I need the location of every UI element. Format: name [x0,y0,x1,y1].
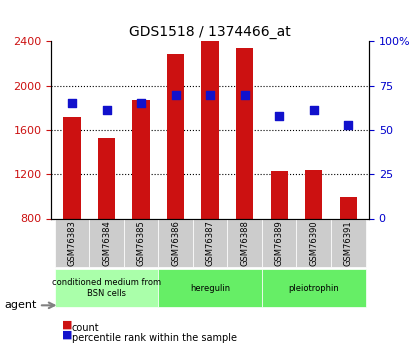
FancyBboxPatch shape [54,269,158,307]
Text: count: count [72,323,99,333]
Text: ■: ■ [61,330,72,340]
Point [344,122,351,127]
Bar [270,171,287,218]
FancyBboxPatch shape [261,218,296,267]
FancyBboxPatch shape [124,218,158,267]
Bar [63,117,81,218]
FancyBboxPatch shape [330,218,365,267]
Text: GSM76390: GSM76390 [308,220,317,266]
Text: GSM76388: GSM76388 [240,220,249,266]
FancyBboxPatch shape [296,218,330,267]
FancyBboxPatch shape [158,269,261,307]
Point [310,108,316,113]
Point [207,92,213,97]
Text: GSM76387: GSM76387 [205,220,214,266]
Text: GSM76391: GSM76391 [343,220,352,266]
Point [137,101,144,106]
FancyBboxPatch shape [227,218,261,267]
Bar [132,100,149,218]
Text: GSM76383: GSM76383 [67,220,76,266]
Bar [339,197,356,218]
Text: GSM76385: GSM76385 [136,220,145,266]
FancyBboxPatch shape [192,218,227,267]
Text: GSM76384: GSM76384 [102,220,111,266]
Text: ■: ■ [61,320,72,330]
Bar [304,170,321,218]
FancyBboxPatch shape [54,218,89,267]
FancyBboxPatch shape [158,218,192,267]
Text: percentile rank within the sample: percentile rank within the sample [72,333,236,343]
Point [172,92,178,97]
Text: agent: agent [4,300,36,310]
Bar [98,138,115,218]
FancyBboxPatch shape [261,269,365,307]
Bar [201,41,218,218]
FancyBboxPatch shape [89,218,124,267]
Text: GSM76386: GSM76386 [171,220,180,266]
Text: heregulin: heregulin [190,284,229,293]
Text: conditioned medium from
BSN cells: conditioned medium from BSN cells [52,278,161,298]
Point [69,101,75,106]
Text: pleiotrophin: pleiotrophin [288,284,338,293]
Point [103,108,110,113]
Bar [236,48,253,218]
Bar [166,53,184,218]
Text: GSM76389: GSM76389 [274,220,283,266]
Point [241,92,247,97]
Title: GDS1518 / 1374466_at: GDS1518 / 1374466_at [129,25,290,39]
Point [275,113,282,119]
